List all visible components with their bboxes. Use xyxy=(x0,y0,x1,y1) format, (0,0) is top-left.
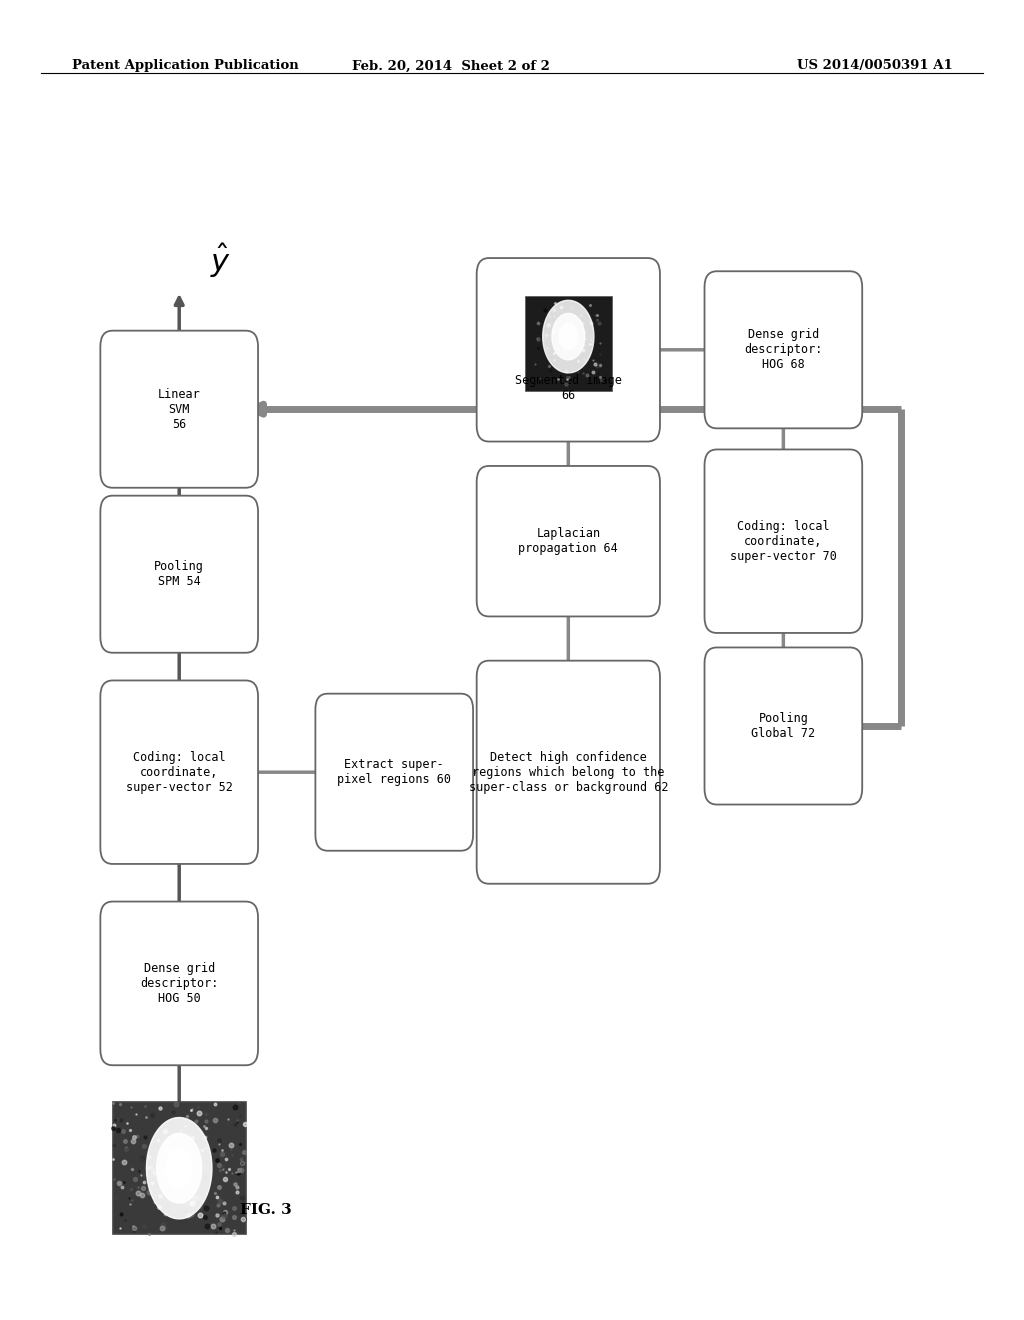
FancyBboxPatch shape xyxy=(100,331,258,488)
Text: Extract super-
pixel regions 60: Extract super- pixel regions 60 xyxy=(337,758,452,787)
Text: Pooling
Global 72: Pooling Global 72 xyxy=(752,711,815,741)
Polygon shape xyxy=(552,313,585,360)
FancyBboxPatch shape xyxy=(705,449,862,634)
FancyBboxPatch shape xyxy=(100,496,258,653)
Text: Pooling
SPM 54: Pooling SPM 54 xyxy=(155,560,204,589)
Text: Dense grid
descriptor:
HOG 68: Dense grid descriptor: HOG 68 xyxy=(744,329,822,371)
Text: Linear
SVM
56: Linear SVM 56 xyxy=(158,388,201,430)
Text: Laplacian
propagation 64: Laplacian propagation 64 xyxy=(518,527,618,556)
Polygon shape xyxy=(543,301,594,372)
Bar xyxy=(525,296,612,391)
FancyBboxPatch shape xyxy=(705,647,862,804)
Text: Feb. 20, 2014  Sheet 2 of 2: Feb. 20, 2014 Sheet 2 of 2 xyxy=(351,59,550,73)
FancyBboxPatch shape xyxy=(705,272,862,428)
FancyBboxPatch shape xyxy=(477,661,660,884)
FancyBboxPatch shape xyxy=(477,259,660,441)
Bar xyxy=(113,1102,246,1234)
FancyBboxPatch shape xyxy=(100,902,258,1065)
Text: US 2014/0050391 A1: US 2014/0050391 A1 xyxy=(797,59,952,73)
FancyBboxPatch shape xyxy=(100,681,258,865)
Text: Dense grid
descriptor:
HOG 50: Dense grid descriptor: HOG 50 xyxy=(140,962,218,1005)
Polygon shape xyxy=(157,1134,202,1203)
Polygon shape xyxy=(166,1147,193,1189)
Polygon shape xyxy=(559,323,578,350)
Polygon shape xyxy=(146,1118,212,1218)
Text: FIG. 3: FIG. 3 xyxy=(241,1204,292,1217)
Text: Segmented image
66: Segmented image 66 xyxy=(515,374,622,401)
FancyBboxPatch shape xyxy=(315,694,473,851)
Text: Coding: local
coordinate,
super-vector 52: Coding: local coordinate, super-vector 5… xyxy=(126,751,232,793)
Text: Detect high confidence
regions which belong to the
super-class or background 62: Detect high confidence regions which bel… xyxy=(469,751,668,793)
FancyBboxPatch shape xyxy=(477,466,660,616)
Text: Patent Application Publication: Patent Application Publication xyxy=(72,59,298,73)
Text: Coding: local
coordinate,
super-vector 70: Coding: local coordinate, super-vector 7… xyxy=(730,520,837,562)
Text: $\hat{y}$: $\hat{y}$ xyxy=(210,242,230,280)
